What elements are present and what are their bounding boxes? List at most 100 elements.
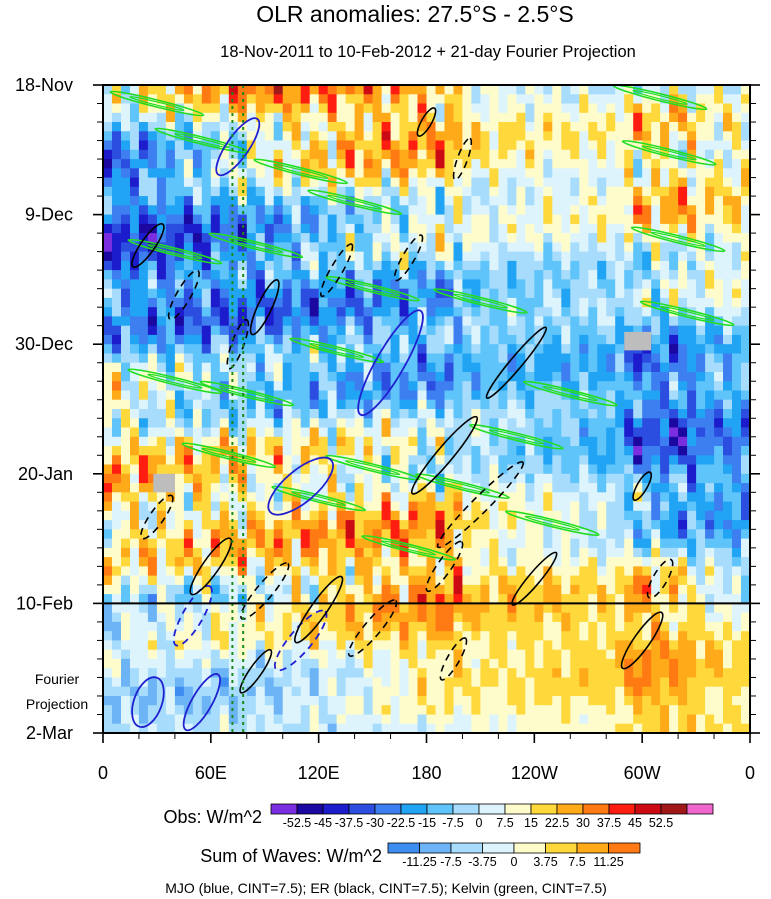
projection-label-line1: Fourier — [35, 671, 80, 687]
cbar1-box-13 — [608, 803, 636, 815]
kelvin-contour-5 — [208, 232, 304, 259]
er-contour-22 — [632, 471, 653, 502]
kelvin-contour-inner-18 — [659, 305, 715, 321]
kelvin-contour-20 — [199, 380, 295, 407]
cbar1-box-5 — [400, 803, 428, 815]
cbar2-level-4: 3.75 — [533, 855, 557, 869]
cbar1-box-16 — [686, 803, 714, 815]
y-tick-label-5: 2-Mar — [26, 723, 73, 743]
mjo-contour-3 — [172, 584, 213, 647]
cbar2-level-6: 11.25 — [593, 855, 623, 869]
cbar1-box-1 — [296, 803, 324, 815]
er-contour-15 — [347, 599, 398, 657]
missing-data-0 — [153, 473, 175, 493]
x-tick-label-1: 60E — [195, 763, 227, 783]
x-tick-label-6: 0 — [745, 763, 755, 783]
kelvin-contour-inner-22 — [290, 490, 347, 507]
plot-area — [103, 85, 750, 733]
er-contour-19 — [439, 637, 468, 681]
kelvin-contour-11 — [325, 454, 420, 481]
er-contour-5 — [393, 234, 424, 282]
kelvin-contour-4 — [127, 238, 223, 265]
cbar1-level-14: 52.5 — [649, 816, 673, 830]
cbar1-level-11: 30 — [576, 816, 590, 830]
cbar1-box-8 — [478, 803, 506, 815]
cbar1-level-9: 15 — [524, 816, 538, 830]
cbar2-box-2 — [450, 842, 483, 854]
kelvin-contour-22 — [271, 485, 367, 512]
kelvin-contour-21 — [468, 423, 564, 450]
x-tick-label-4: 120W — [511, 763, 558, 783]
cbar1-level-0: -52.5 — [283, 816, 312, 830]
cbar1-level-10: 22.5 — [545, 816, 569, 830]
er-contour-2 — [249, 279, 280, 336]
x-tick-label-2: 120E — [298, 763, 340, 783]
er-contour-0 — [131, 222, 165, 268]
er-contour-14 — [140, 494, 174, 540]
kelvin-contour-inner-9 — [147, 373, 203, 389]
cbar1-level-2: -37.5 — [335, 816, 364, 830]
kelvin-contour-9 — [127, 368, 223, 395]
kelvin-contour-inner-6 — [344, 281, 401, 297]
kelvin-contour-inner-11 — [344, 460, 401, 476]
y-tick-label-1: 9-Dec — [25, 205, 73, 225]
cbar1-level-6: -7.5 — [442, 816, 464, 830]
cbar1-box-4 — [374, 803, 402, 815]
kelvin-contour-inner-19 — [542, 386, 599, 402]
kelvin-contour-inner-20 — [219, 386, 275, 402]
legend-note: MJO (blue, CINT=7.5); ER (black, CINT=7.… — [165, 880, 607, 896]
cbar1-box-14 — [634, 803, 662, 815]
cbar1-box-7 — [452, 803, 480, 815]
y-tick-label-3: 20-Jan — [18, 464, 73, 484]
mjo-contour-5 — [273, 609, 328, 672]
kelvin-contour-inner-21 — [488, 429, 545, 445]
cbar2-level-0: -11.25 — [402, 855, 437, 869]
cbar1-box-9 — [504, 803, 532, 815]
kelvin-contour-inner-1 — [174, 132, 230, 149]
er-contour-11 — [189, 537, 233, 596]
chart-subtitle: 18-Nov-2011 to 10-Feb-2012 + 21-day Four… — [220, 43, 636, 61]
kelvin-contour-inner-15 — [632, 89, 688, 105]
cbar2-level-5: 7.5 — [568, 855, 585, 869]
kelvin-contour-19 — [522, 380, 618, 407]
cbar1-level-7: 0 — [476, 816, 483, 830]
kelvin-contour-16 — [621, 139, 717, 166]
kelvin-contour-3 — [307, 189, 402, 216]
er-contour-10 — [485, 326, 548, 399]
er-contour-13 — [294, 575, 344, 644]
y-tick-label-4: 10-Feb — [16, 593, 73, 613]
chart-title: OLR anomalies: 27.5°S - 2.5°S — [256, 1, 574, 27]
wave-contours — [109, 85, 735, 732]
projection-label-line2: Projection — [26, 696, 88, 712]
mjo-contour-2 — [267, 456, 334, 516]
cbar1-level-5: -15 — [418, 816, 436, 830]
kelvin-contour-inner-4 — [147, 244, 203, 260]
obs-colorbar-label: Obs: W/m^2 — [164, 807, 262, 827]
obs-colorbar: -52.5 -45 -37.5 -30 -22.5 -15 -7.5 0 7.5 15 22.5 30… — [270, 803, 714, 830]
cbar1-level-8: 7.5 — [496, 816, 513, 830]
reference-longitude-lines — [231, 85, 245, 733]
cbar2-box-7 — [608, 842, 641, 854]
kelvin-contour-10 — [181, 442, 277, 469]
mjo-contour-0 — [215, 117, 261, 177]
kelvin-contour-inner-3 — [326, 194, 383, 210]
kelvin-contour-inner-5 — [227, 237, 284, 254]
kelvin-contour-8 — [289, 337, 385, 364]
er-contour-16 — [425, 540, 464, 593]
kelvin-contour-inner-0 — [129, 95, 185, 112]
kelvin-contour-inner-14 — [380, 540, 437, 556]
cbar1-level-12: 37.5 — [597, 816, 621, 830]
er-contour-7 — [416, 107, 437, 137]
er-contour-12 — [240, 562, 290, 620]
kelvin-contour-14 — [361, 534, 456, 561]
cbar1-box-3 — [348, 803, 376, 815]
olr-anomaly-field — [103, 85, 750, 733]
y-tick-label-2: 30-Dec — [15, 334, 73, 354]
cbar1-box-2 — [322, 803, 350, 815]
kelvin-contour-inner-7 — [452, 293, 509, 309]
waves-colorbar: -11.25 -7.5 -3.75 0 3.75 7.5 11.25 — [387, 842, 641, 869]
er-contour-9 — [436, 461, 525, 549]
kelvin-contour-7 — [433, 288, 528, 314]
cbar1-level-13: 45 — [628, 816, 642, 830]
mjo-contour-4 — [131, 676, 165, 728]
